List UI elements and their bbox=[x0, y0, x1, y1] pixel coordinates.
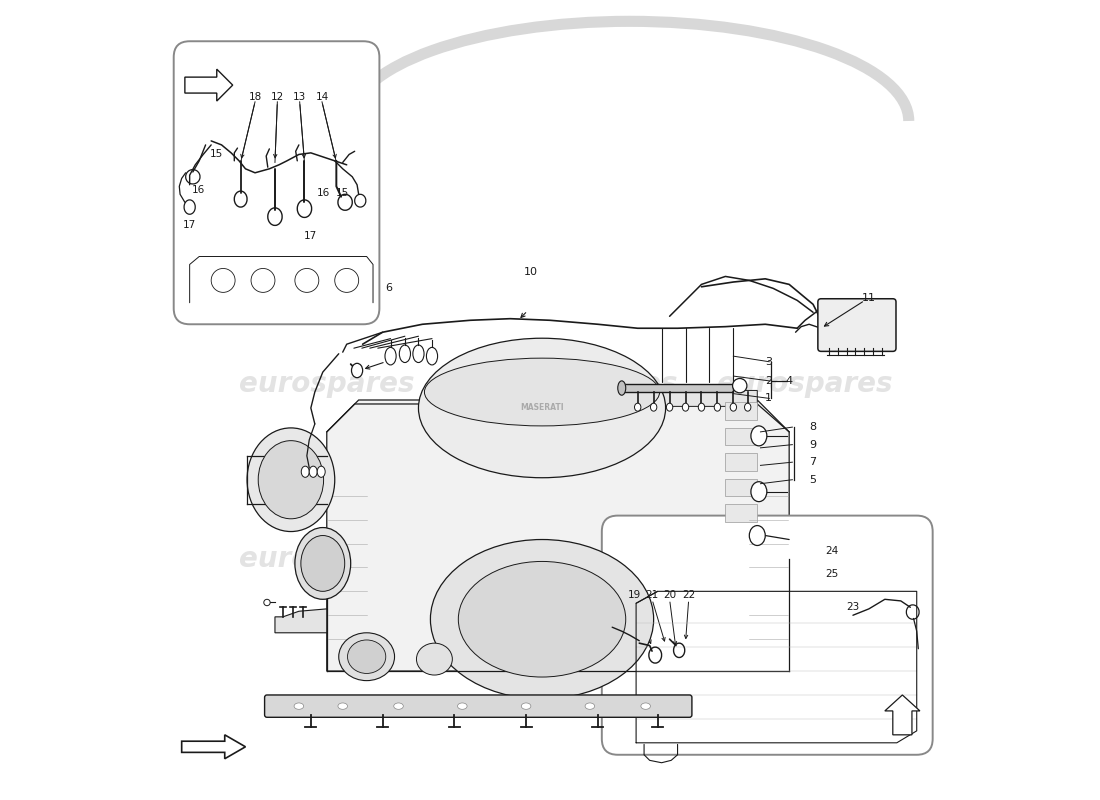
Ellipse shape bbox=[682, 403, 689, 411]
Text: eurospares: eurospares bbox=[239, 546, 415, 574]
Ellipse shape bbox=[430, 539, 653, 699]
Ellipse shape bbox=[385, 347, 396, 365]
Text: eurospares: eurospares bbox=[239, 370, 415, 398]
Text: 16: 16 bbox=[191, 185, 205, 194]
Text: 17: 17 bbox=[305, 230, 318, 241]
Text: 8: 8 bbox=[810, 422, 816, 432]
Text: eurospares: eurospares bbox=[717, 370, 893, 398]
Bar bbox=[725, 505, 757, 522]
Text: 11: 11 bbox=[862, 293, 876, 303]
Ellipse shape bbox=[618, 381, 626, 395]
Ellipse shape bbox=[348, 640, 386, 674]
Text: 17: 17 bbox=[183, 220, 196, 230]
Text: 5: 5 bbox=[810, 474, 816, 485]
Ellipse shape bbox=[317, 466, 326, 478]
Text: 3: 3 bbox=[764, 357, 772, 366]
Text: 16: 16 bbox=[317, 188, 330, 198]
Polygon shape bbox=[185, 69, 233, 101]
Text: 13: 13 bbox=[293, 92, 306, 102]
Text: 14: 14 bbox=[316, 92, 329, 102]
Text: 20: 20 bbox=[663, 590, 676, 599]
Text: MASERATI: MASERATI bbox=[520, 403, 564, 413]
Ellipse shape bbox=[338, 703, 348, 710]
Ellipse shape bbox=[698, 403, 705, 411]
Ellipse shape bbox=[339, 633, 395, 681]
Polygon shape bbox=[275, 609, 327, 633]
Text: 24: 24 bbox=[826, 546, 839, 557]
Ellipse shape bbox=[458, 703, 468, 710]
Text: 19: 19 bbox=[628, 590, 641, 599]
Bar bbox=[621, 384, 734, 392]
Text: 9: 9 bbox=[810, 440, 816, 450]
Text: 7: 7 bbox=[810, 457, 816, 467]
Text: 23: 23 bbox=[846, 602, 859, 612]
Ellipse shape bbox=[309, 466, 317, 478]
Text: 22: 22 bbox=[682, 590, 695, 599]
Ellipse shape bbox=[635, 403, 641, 411]
Ellipse shape bbox=[264, 599, 271, 606]
Ellipse shape bbox=[427, 347, 438, 365]
Polygon shape bbox=[327, 400, 789, 671]
Text: 18: 18 bbox=[249, 92, 262, 102]
Text: 10: 10 bbox=[524, 267, 538, 278]
Text: 15: 15 bbox=[337, 188, 350, 198]
Polygon shape bbox=[614, 390, 757, 406]
Text: eurospares: eurospares bbox=[502, 546, 678, 574]
Text: 15: 15 bbox=[210, 150, 223, 159]
Ellipse shape bbox=[352, 363, 363, 378]
Bar bbox=[725, 454, 757, 471]
Text: 25: 25 bbox=[826, 569, 839, 578]
Polygon shape bbox=[182, 735, 245, 758]
Bar bbox=[725, 402, 757, 420]
Ellipse shape bbox=[749, 526, 766, 546]
Bar bbox=[725, 479, 757, 497]
Ellipse shape bbox=[585, 703, 595, 710]
Ellipse shape bbox=[641, 703, 650, 710]
Ellipse shape bbox=[745, 403, 751, 411]
Text: 1: 1 bbox=[764, 394, 772, 403]
Ellipse shape bbox=[521, 703, 531, 710]
FancyBboxPatch shape bbox=[174, 42, 380, 324]
Ellipse shape bbox=[399, 345, 410, 362]
Ellipse shape bbox=[730, 403, 737, 411]
Ellipse shape bbox=[733, 378, 747, 393]
Ellipse shape bbox=[650, 403, 657, 411]
Ellipse shape bbox=[751, 426, 767, 446]
Ellipse shape bbox=[459, 562, 626, 677]
Ellipse shape bbox=[425, 358, 660, 426]
Ellipse shape bbox=[418, 338, 666, 478]
Text: 6: 6 bbox=[385, 283, 393, 294]
Polygon shape bbox=[884, 695, 920, 735]
Text: eurospares: eurospares bbox=[717, 546, 893, 574]
Ellipse shape bbox=[714, 403, 720, 411]
Text: 21: 21 bbox=[646, 590, 659, 599]
FancyBboxPatch shape bbox=[265, 695, 692, 718]
Ellipse shape bbox=[248, 428, 334, 531]
Ellipse shape bbox=[394, 703, 404, 710]
FancyBboxPatch shape bbox=[602, 515, 933, 754]
Ellipse shape bbox=[294, 703, 304, 710]
FancyBboxPatch shape bbox=[818, 298, 896, 351]
Text: 12: 12 bbox=[271, 92, 284, 102]
Ellipse shape bbox=[751, 482, 767, 502]
Ellipse shape bbox=[295, 527, 351, 599]
Ellipse shape bbox=[301, 535, 344, 591]
Text: 2: 2 bbox=[764, 376, 772, 386]
Ellipse shape bbox=[258, 441, 323, 518]
Ellipse shape bbox=[667, 403, 673, 411]
Bar bbox=[725, 428, 757, 446]
Ellipse shape bbox=[301, 466, 309, 478]
Text: 4: 4 bbox=[785, 376, 793, 386]
Ellipse shape bbox=[412, 345, 424, 362]
Ellipse shape bbox=[417, 643, 452, 675]
Text: eurospares: eurospares bbox=[502, 370, 678, 398]
